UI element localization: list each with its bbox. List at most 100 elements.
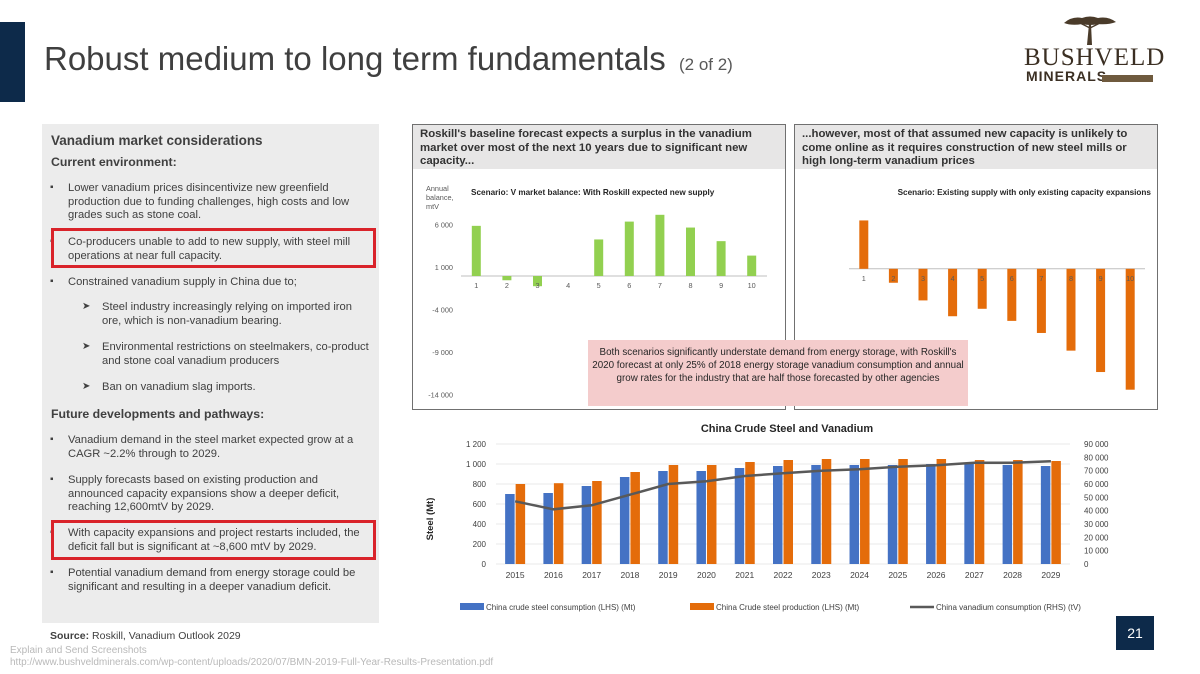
y-tick-label-right: 30 000	[1084, 520, 1109, 529]
production-bar	[821, 459, 832, 564]
x-tick-label: 9	[1099, 274, 1103, 283]
y-tick-label-right: 20 000	[1084, 533, 1109, 542]
production-bar	[1051, 461, 1061, 564]
production-bar	[592, 481, 602, 564]
y-tick-label-left: 200	[473, 540, 487, 549]
page-title-suffix: (2 of 2)	[678, 55, 733, 74]
bullet-icon: ▪	[50, 474, 54, 485]
consumption-bar	[658, 471, 668, 564]
consumption-bar	[964, 464, 974, 564]
balance-bar	[859, 220, 869, 269]
source-text: Roskill, Vanadium Outlook 2029	[92, 630, 241, 642]
production-bar	[860, 459, 870, 564]
x-tick-label: 3	[921, 274, 925, 283]
bullet-icon: ▪	[50, 567, 54, 578]
x-tick-label: 10	[748, 281, 756, 290]
bullet-item: ▪ Potential vanadium demand from energy s…	[50, 567, 368, 594]
balance-bar	[1007, 268, 1017, 321]
balance-chart-existing-supply: Scenario: Existing supply with only exis…	[849, 188, 1151, 390]
arrow-bullet-icon: ➤	[82, 341, 91, 352]
y-tick-label: 1 000	[435, 263, 453, 272]
y-tick-label: 6 000	[435, 221, 453, 230]
consumption-bar	[505, 494, 515, 564]
legend-swatch	[460, 603, 484, 610]
consumption-bar	[696, 471, 706, 564]
current-environment-heading: Current environment:	[51, 155, 177, 169]
x-tick-label: 2029	[1041, 570, 1060, 580]
x-tick-label: 2016	[544, 570, 563, 580]
x-tick-label: 2022	[774, 570, 793, 580]
future-developments-heading: Future developments and pathways:	[51, 407, 265, 421]
consumption-bar	[581, 486, 592, 564]
page-number: 21	[1116, 616, 1154, 650]
bullet-icon: ▪	[50, 276, 54, 287]
bullet-item: ▪ Co-producers unable to add to new suppl…	[50, 236, 368, 263]
x-tick-label: 2018	[620, 570, 639, 580]
production-bar	[1013, 460, 1023, 564]
bullet-icon: ▪	[50, 182, 54, 193]
sub-bullet-item: ➤ Environmental restrictions on steelmake…	[82, 341, 370, 368]
x-tick-label: 7	[658, 281, 662, 290]
bullet-item: ▪ Constrained vanadium supply in China du…	[50, 276, 368, 290]
consumption-bar	[1002, 465, 1013, 564]
balance-bar	[533, 276, 542, 287]
x-tick-label: 2028	[1003, 570, 1022, 580]
balance-bar	[655, 214, 665, 276]
bullet-text: Lower vanadium prices disincentivize new…	[68, 182, 350, 222]
x-tick-label: 2027	[965, 570, 984, 580]
balance-bar	[686, 227, 695, 276]
balance-bar	[1066, 268, 1076, 351]
logo-rule	[1102, 75, 1153, 82]
y-tick-label-right: 80 000	[1084, 453, 1109, 462]
y-tick-label-right: 40 000	[1084, 507, 1109, 516]
acacia-tree-icon	[1064, 16, 1116, 45]
balance-chart-with-new-supply: Scenario: V market balance: With Roskill…	[426, 184, 767, 400]
balance-bar	[1036, 268, 1046, 333]
highlight-box	[51, 520, 376, 560]
bullet-item: ▪ Supply forecasts based on existing prod…	[50, 474, 368, 515]
footer-line-1: Explain and Send Screenshots	[10, 645, 147, 656]
y-axis-label: balance,	[426, 193, 454, 202]
y-tick-label-left: 1 200	[466, 440, 487, 449]
x-tick-label: 8	[1069, 274, 1073, 283]
chart-header: Roskill's baseline forecast expects a su…	[413, 125, 785, 169]
x-tick-label: 2023	[812, 570, 831, 580]
consumption-bar	[849, 465, 860, 564]
x-tick-label: 2	[891, 274, 895, 283]
y-tick-label-left: 800	[473, 480, 487, 489]
balance-bar	[948, 268, 958, 317]
production-bar	[706, 465, 717, 564]
balance-bar	[888, 268, 898, 283]
bullet-text: Co-producers unable to add to new supply…	[68, 236, 351, 262]
consumption-bar	[773, 466, 783, 564]
y-tick-label-left: 0	[482, 560, 487, 569]
company-logo: BUSHVELD MINERALS	[1022, 14, 1164, 84]
production-bar	[898, 459, 908, 564]
panel-heading: Vanadium market considerations	[51, 133, 263, 148]
x-tick-label: 9	[719, 281, 723, 290]
balance-bar	[747, 255, 757, 276]
y-tick-label-right: 50 000	[1084, 493, 1109, 502]
production-bar	[630, 472, 640, 564]
x-tick-label: 2015	[506, 570, 525, 580]
vanadium-consumption-line	[514, 460, 1051, 511]
y-tick-label: -9 000	[432, 348, 453, 357]
bullet-text: Potential vanadium demand from energy st…	[68, 567, 356, 593]
x-tick-label: 4	[566, 281, 570, 290]
production-bar	[936, 459, 947, 564]
consumption-bar	[926, 464, 936, 564]
y-tick-label-right: 70 000	[1084, 467, 1109, 476]
balance-bar	[624, 221, 634, 276]
y-tick-label-left: 1 000	[466, 460, 487, 469]
y-axis-label: Steel (Mt)	[425, 498, 436, 541]
arrow-bullet-icon: ➤	[82, 381, 91, 392]
production-bar	[974, 460, 985, 564]
balance-bar	[716, 241, 726, 276]
x-tick-label: 3	[535, 281, 539, 290]
balance-bar	[594, 239, 604, 276]
y-axis-label: mtV	[426, 202, 439, 211]
x-tick-label: 5	[597, 281, 601, 290]
page-title: Robust medium to long term fundamentals …	[44, 40, 733, 78]
bullet-text: Vanadium demand in the steel market expe…	[68, 434, 354, 460]
x-tick-label: 2017	[582, 570, 601, 580]
